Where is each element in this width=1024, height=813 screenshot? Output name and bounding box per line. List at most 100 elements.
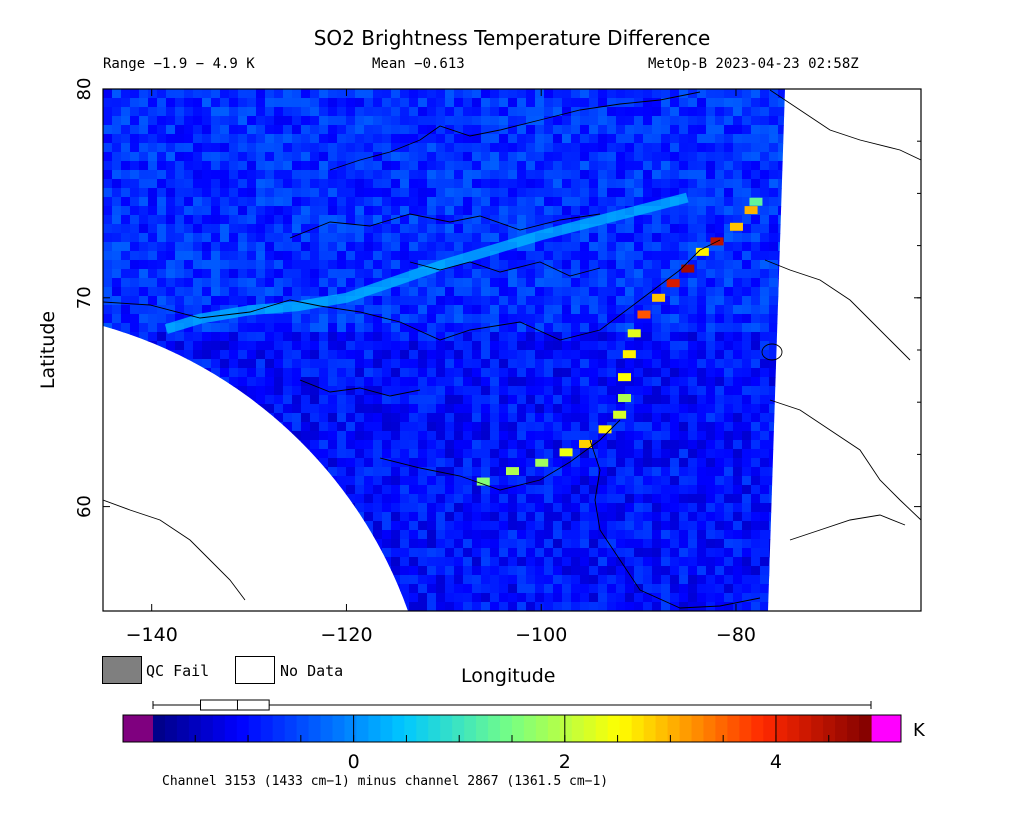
colorbar-segment [679,715,693,742]
colorbar-segment [811,715,824,742]
colorbar-segment [296,715,310,742]
colorbar-tick-label: 4 [770,751,782,773]
colorbar-segment [607,715,621,742]
coastline-segment-4 [379,419,621,491]
colorbar-segment [356,715,369,742]
colorbar-segment [308,715,322,742]
track-cell-9 [622,350,636,359]
track-cell-7 [617,394,631,403]
x-tick-label: −100 [515,624,567,646]
coastline-segment-2 [329,91,701,171]
satellite-text: MetOp-B 2023-04-23 02:58Z [648,56,859,72]
chart-title: SO2 Brightness Temperature Difference [313,26,711,50]
x-axis-label: Longitude [461,665,556,687]
track-cell-17 [729,222,743,231]
coastline-segment-8 [769,399,921,521]
track-cell-19 [749,197,763,206]
colorbar-segment [631,715,645,742]
colorbar-segment [260,715,274,742]
colorbar-segment [212,715,226,742]
colorbar-unit: K [913,720,925,741]
track-cell-14 [681,264,695,273]
colorbar-segment [464,715,477,742]
colorbar-segment [523,715,537,742]
colorbar-segment [583,715,597,742]
track-cell-2 [535,458,549,467]
colorbar-tick-label: 0 [348,751,360,773]
coastline-segment-9 [103,499,246,601]
colorbar-segment [691,715,705,742]
footer-text: Channel 3153 (1433 cm−1) minus channel 2… [162,774,609,789]
colorbar-segment [859,715,872,742]
colorbar-segment [188,715,202,742]
y-tick-label: 60 [74,495,95,518]
range-text: Range −1.9 − 4.9 K [103,56,255,72]
coastline-segment-5 [589,439,761,609]
qc-fail-swatch [102,656,142,684]
lake-outline [761,343,783,361]
colorbar-segment [236,715,250,742]
qc-fail-label: QC Fail [146,662,210,680]
colorbar-segment [440,715,453,742]
colorbar-segment [153,715,166,742]
no-data-label: No Data [280,662,344,680]
coastline-segment-7 [764,259,911,361]
track-cell-5 [598,425,612,434]
colorbar-segment [847,715,860,742]
colorbar-segment [224,715,238,742]
track-cell-18 [744,206,758,215]
colorbar-underflow [123,715,153,742]
track-cell-3 [559,448,573,457]
so2-plume-band [164,192,689,334]
colorbar-segment [500,715,513,742]
colorbar-segment [200,715,214,742]
colorbar-segment [595,715,609,742]
colorbar-segment [488,715,501,742]
x-tick-label: −140 [126,624,178,646]
colorbar-segment [727,715,740,742]
track-cell-0 [476,477,490,486]
y-tick-label: 80 [74,78,95,101]
colorbar-segment [823,715,836,742]
colorbar-segment [775,715,788,742]
colorbar-segment [751,715,764,742]
track-cell-11 [637,310,651,319]
colorbar-segment [392,715,405,742]
colorbar-segment [164,715,178,742]
colorbar-segment [715,715,728,742]
track-cell-1 [506,467,519,476]
colorbar-segment [404,715,417,742]
colorbar-segment [416,715,429,742]
colorbar-segment [667,715,681,742]
colorbar-segment [368,715,381,742]
track-cell-6 [613,410,627,419]
colorbar-segment [332,715,346,742]
colorbar-tick-label: 2 [559,751,571,773]
coastline-segment-11 [299,379,421,397]
colorbar-overflow [871,715,901,742]
colorbar-segment [763,715,776,742]
track-cell-12 [652,293,666,302]
colorbar-segment [571,715,585,742]
colorbar-segment [320,715,334,742]
colorbar-segment [428,715,441,742]
coastline-segment-1 [289,213,601,239]
colorbar-segment [835,715,848,742]
track-cell-15 [695,247,709,256]
track-cell-4 [579,439,593,448]
track-cell-13 [666,279,680,288]
colorbar-segment [476,715,489,742]
colorbar-segment [512,715,525,742]
colorbar-segment [787,715,800,742]
colorbar-segment [703,715,717,742]
track-cell-8 [617,373,631,382]
no-data-swatch [235,656,275,684]
y-axis-label: Latitude [37,310,59,390]
colorbar-segment [643,715,657,742]
colorbar-segment [739,715,752,742]
colorbar-segment [655,715,669,742]
colorbar-segment [535,715,549,742]
x-tick-label: −80 [716,624,756,646]
colorbar-segment [380,715,393,742]
